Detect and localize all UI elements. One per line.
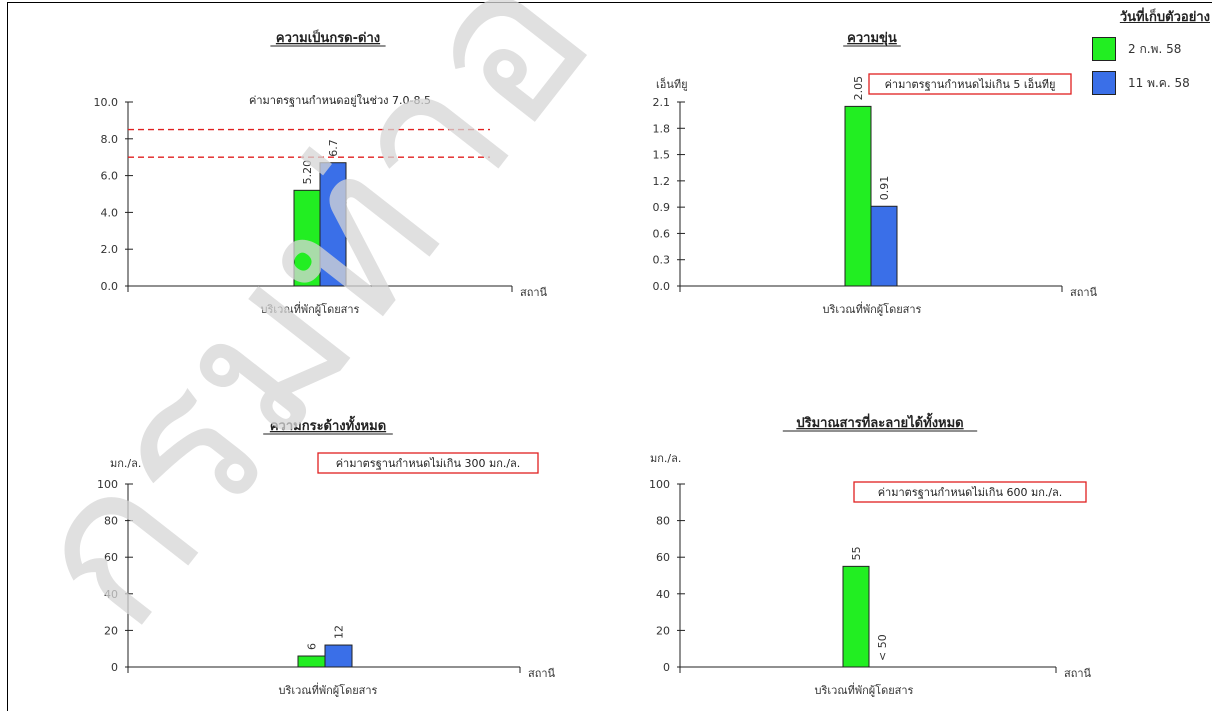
data-label: 6 <box>306 643 319 650</box>
y-tick-label: 40 <box>656 588 670 601</box>
y-tick-label: 60 <box>656 551 670 564</box>
y-axis-label: มก./ล. <box>650 452 681 465</box>
y-tick-label: 0.9 <box>653 201 671 214</box>
y-tick-label: 4.0 <box>101 206 119 219</box>
bar <box>842 565 870 668</box>
y-tick-label: 0 <box>663 661 670 674</box>
bar <box>870 205 898 287</box>
data-label: < 50 <box>876 634 889 661</box>
category-label: บริเวณที่พักผู้โดยสาร <box>279 682 378 697</box>
y-tick-label: 0.3 <box>653 254 671 267</box>
legend-title: วันที่เก็บตัวอย่าง <box>1119 10 1210 25</box>
y-tick-label: 80 <box>656 515 670 528</box>
legend-swatch-blue <box>1092 71 1116 95</box>
y-tick-label: 1.5 <box>653 149 671 162</box>
y-tick-label: 60 <box>104 551 118 564</box>
y-tick-label: 0.0 <box>101 280 119 293</box>
y-axis-label: เอ็นทียู <box>656 77 688 91</box>
x-axis-label: สถานี <box>1064 667 1092 680</box>
chart-title: ความขุ่น <box>847 31 897 46</box>
chart-title: ความเป็นกรด-ด่าง <box>276 28 380 46</box>
y-tick-label: 2.0 <box>101 243 119 256</box>
standard-box <box>868 73 1072 95</box>
y-tick-label: 0.0 <box>653 280 671 293</box>
standard-box <box>853 481 1087 503</box>
y-tick-label: 0 <box>111 661 118 674</box>
y-axis-label: มก./ล. <box>110 457 141 470</box>
category-label: บริเวณที่พักผู้โดยสาร <box>815 682 914 697</box>
data-label: 55 <box>850 546 863 560</box>
x-axis-label: สถานี <box>520 286 548 299</box>
standard-box <box>317 452 539 474</box>
legend: วันที่เก็บตัวอย่าง 2 ก.พ. 58 11 พ.ค. 58 <box>1092 6 1210 95</box>
category-label: บริเวณที่พักผู้โดยสาร <box>823 301 922 316</box>
bar <box>324 644 353 668</box>
y-tick-label: 100 <box>97 478 118 491</box>
bar <box>293 189 321 287</box>
y-tick-label: 1.8 <box>653 122 671 135</box>
data-label: 12 <box>333 625 346 639</box>
data-label: 0.91 <box>878 176 891 201</box>
data-label: 2.05 <box>852 76 865 101</box>
bar <box>297 655 326 668</box>
bar <box>844 105 872 287</box>
chart-title: ความกระด้างทั้งหมด <box>270 415 386 434</box>
legend-label-0: 2 ก.พ. 58 <box>1128 41 1182 56</box>
y-tick-label: 20 <box>104 624 118 637</box>
y-tick-label: 10.0 <box>94 96 119 109</box>
legend-item-1: 11 พ.ค. 58 <box>1092 71 1210 95</box>
y-tick-label: 2.1 <box>653 96 671 109</box>
legend-label-1: 11 พ.ค. 58 <box>1128 75 1190 90</box>
chart-title: ปริมาณสารที่ละลายได้ทั้งหมด <box>796 412 963 431</box>
y-tick-label: 100 <box>649 478 670 491</box>
data-label: 5.20 <box>301 160 314 185</box>
legend-item-0: 2 ก.พ. 58 <box>1092 37 1210 61</box>
bar <box>319 162 347 287</box>
x-axis-label: สถานี <box>1070 286 1098 299</box>
standard-note: ค่ามาตรฐานกำหนดไม่เกิน 300 มก./ล. <box>336 457 521 470</box>
y-tick-label: 8.0 <box>101 133 119 146</box>
x-axis-label: สถานี <box>528 667 556 680</box>
standard-note: ค่ามาตรฐานกำหนดอยู่ในช่วง 7.0-8.5 <box>249 94 431 107</box>
standard-note: ค่ามาตรฐานกำหนดไม่เกิน 600 มก./ล. <box>878 486 1063 499</box>
y-tick-label: 1.2 <box>653 175 671 188</box>
legend-swatch-green <box>1092 37 1116 61</box>
y-tick-label: 20 <box>656 624 670 637</box>
y-tick-label: 6.0 <box>101 170 119 183</box>
y-tick-label: 0.6 <box>653 227 671 240</box>
data-label: 6.7 <box>327 139 340 157</box>
chart-frame <box>7 2 1212 711</box>
standard-note: ค่ามาตรฐานกำหนดไม่เกิน 5 เอ็นทียู <box>885 77 1056 91</box>
y-tick-label: 40 <box>104 588 118 601</box>
y-tick-label: 80 <box>104 515 118 528</box>
category-label: บริเวณที่พักผู้โดยสาร <box>261 301 360 316</box>
